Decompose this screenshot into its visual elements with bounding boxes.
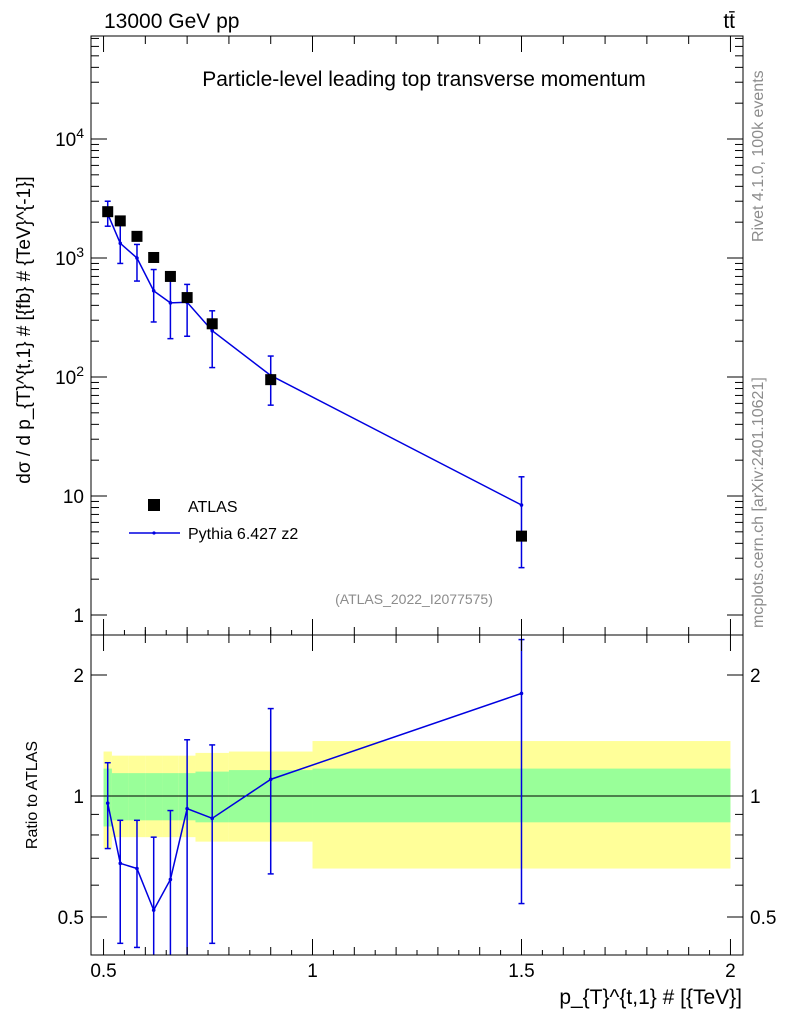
ratio-y-tick-label-right: 0.5 bbox=[750, 908, 776, 929]
atlas-data-point bbox=[206, 318, 218, 330]
x-tick-label: 2 bbox=[725, 961, 736, 982]
main-ticks bbox=[91, 36, 743, 635]
ratio-band-inner bbox=[128, 773, 146, 821]
main-mc-series bbox=[104, 200, 525, 569]
ratio-bands bbox=[103, 741, 731, 869]
ratio-mc-point bbox=[210, 816, 215, 821]
ratio-band-inner bbox=[162, 773, 179, 821]
atlas-data-point bbox=[148, 251, 160, 263]
mcplots-label: mcplots.cern.ch [arXiv:2401.10621] bbox=[750, 377, 767, 628]
atlas-data-point bbox=[131, 230, 143, 242]
x-tick-label: 1 bbox=[307, 961, 318, 982]
ratio-y-tick-label-right: 1 bbox=[750, 787, 761, 808]
mc-point bbox=[210, 328, 215, 333]
mc-point bbox=[118, 241, 123, 246]
mc-point bbox=[135, 256, 139, 260]
ratio-mc-point bbox=[151, 908, 156, 912]
legend-label-mc: Pythia 6.427 z2 bbox=[188, 526, 298, 543]
atlas-data-point bbox=[164, 270, 176, 282]
ratio-band-inner bbox=[145, 773, 163, 821]
main-y-tick-label: 1 bbox=[73, 606, 84, 627]
main-y-tick-labels: 1 10 102 103 104 bbox=[55, 125, 84, 627]
ratio-mc-point bbox=[185, 806, 189, 811]
atlas-data-point bbox=[102, 206, 114, 218]
x-axis-label: p_{T}^{t,1} # [{TeV}] bbox=[559, 986, 742, 1009]
main-y-axis-label: dσ / d p_{T}^{t,1} # [{fb} # {TeV}^{-1}] bbox=[14, 176, 35, 483]
mc-line bbox=[107, 213, 522, 506]
ratio-ticks bbox=[91, 635, 743, 955]
main-y-tick-label: 104 bbox=[55, 125, 84, 151]
ratio-y-tick-label-left: 1 bbox=[73, 787, 84, 808]
chart-title: Particle-level leading top transverse mo… bbox=[202, 68, 646, 91]
ratio-mc-point bbox=[268, 777, 273, 782]
main-panel: Particle-level leading top transverse mo… bbox=[14, 35, 744, 636]
x-tick-labels: 0.5 1 1.5 2 bbox=[90, 961, 735, 982]
x-tick-label: 0.5 bbox=[90, 961, 116, 982]
ratio-y-tick-label-right: 2 bbox=[750, 666, 761, 687]
ratio-mc-point bbox=[118, 861, 123, 866]
ratio-mc-point bbox=[168, 877, 173, 882]
main-frame bbox=[90, 35, 744, 636]
process-label: tt̄ bbox=[723, 10, 735, 33]
mc-point bbox=[519, 503, 524, 507]
ratio-y-axis-label: Ratio to ATLAS bbox=[24, 741, 41, 849]
ratio-frame bbox=[90, 634, 744, 956]
ratio-panel: 0.5 0.5 1 1 2 2 0.5 1 1.5 2 Ratio to ATLAS p_{T}… bbox=[24, 634, 777, 1009]
main-y-tick-label: 103 bbox=[55, 244, 84, 270]
ratio-y-tick-label-left: 0.5 bbox=[58, 908, 84, 929]
atlas-data-point bbox=[181, 292, 193, 304]
main-y-tick-label: 102 bbox=[55, 363, 84, 389]
legend-marker-mc bbox=[152, 531, 156, 535]
atlas-data-point bbox=[265, 374, 277, 386]
analysis-tag: (ATLAS_2022_I2077575) bbox=[335, 591, 493, 607]
main-y-tick-label: 10 bbox=[63, 487, 84, 508]
main-data-series bbox=[102, 206, 527, 542]
legend-label-atlas: ATLAS bbox=[188, 499, 238, 516]
legend-marker-atlas bbox=[148, 499, 160, 511]
mc-point bbox=[151, 289, 156, 293]
ratio-mc-point bbox=[105, 801, 110, 805]
energy-label: 13000 GeV pp bbox=[104, 10, 239, 33]
ratio-mc-point bbox=[519, 691, 524, 696]
legend: ATLAS Pythia 6.427 z2 bbox=[129, 499, 298, 543]
mc-point bbox=[168, 301, 173, 305]
ratio-band-inner bbox=[111, 773, 129, 821]
atlas-data-point bbox=[114, 215, 126, 227]
x-tick-label: 1.5 bbox=[508, 961, 534, 982]
ratio-y-tick-label-left: 2 bbox=[73, 666, 84, 687]
ratio-y-tick-labels: 0.5 0.5 1 1 2 2 bbox=[58, 666, 777, 929]
ratio-mc-point bbox=[135, 866, 139, 871]
atlas-data-point bbox=[515, 530, 527, 542]
ratio-mc-series bbox=[104, 638, 525, 955]
rivet-label: Rivet 4.1.0, 100k events bbox=[750, 70, 767, 242]
